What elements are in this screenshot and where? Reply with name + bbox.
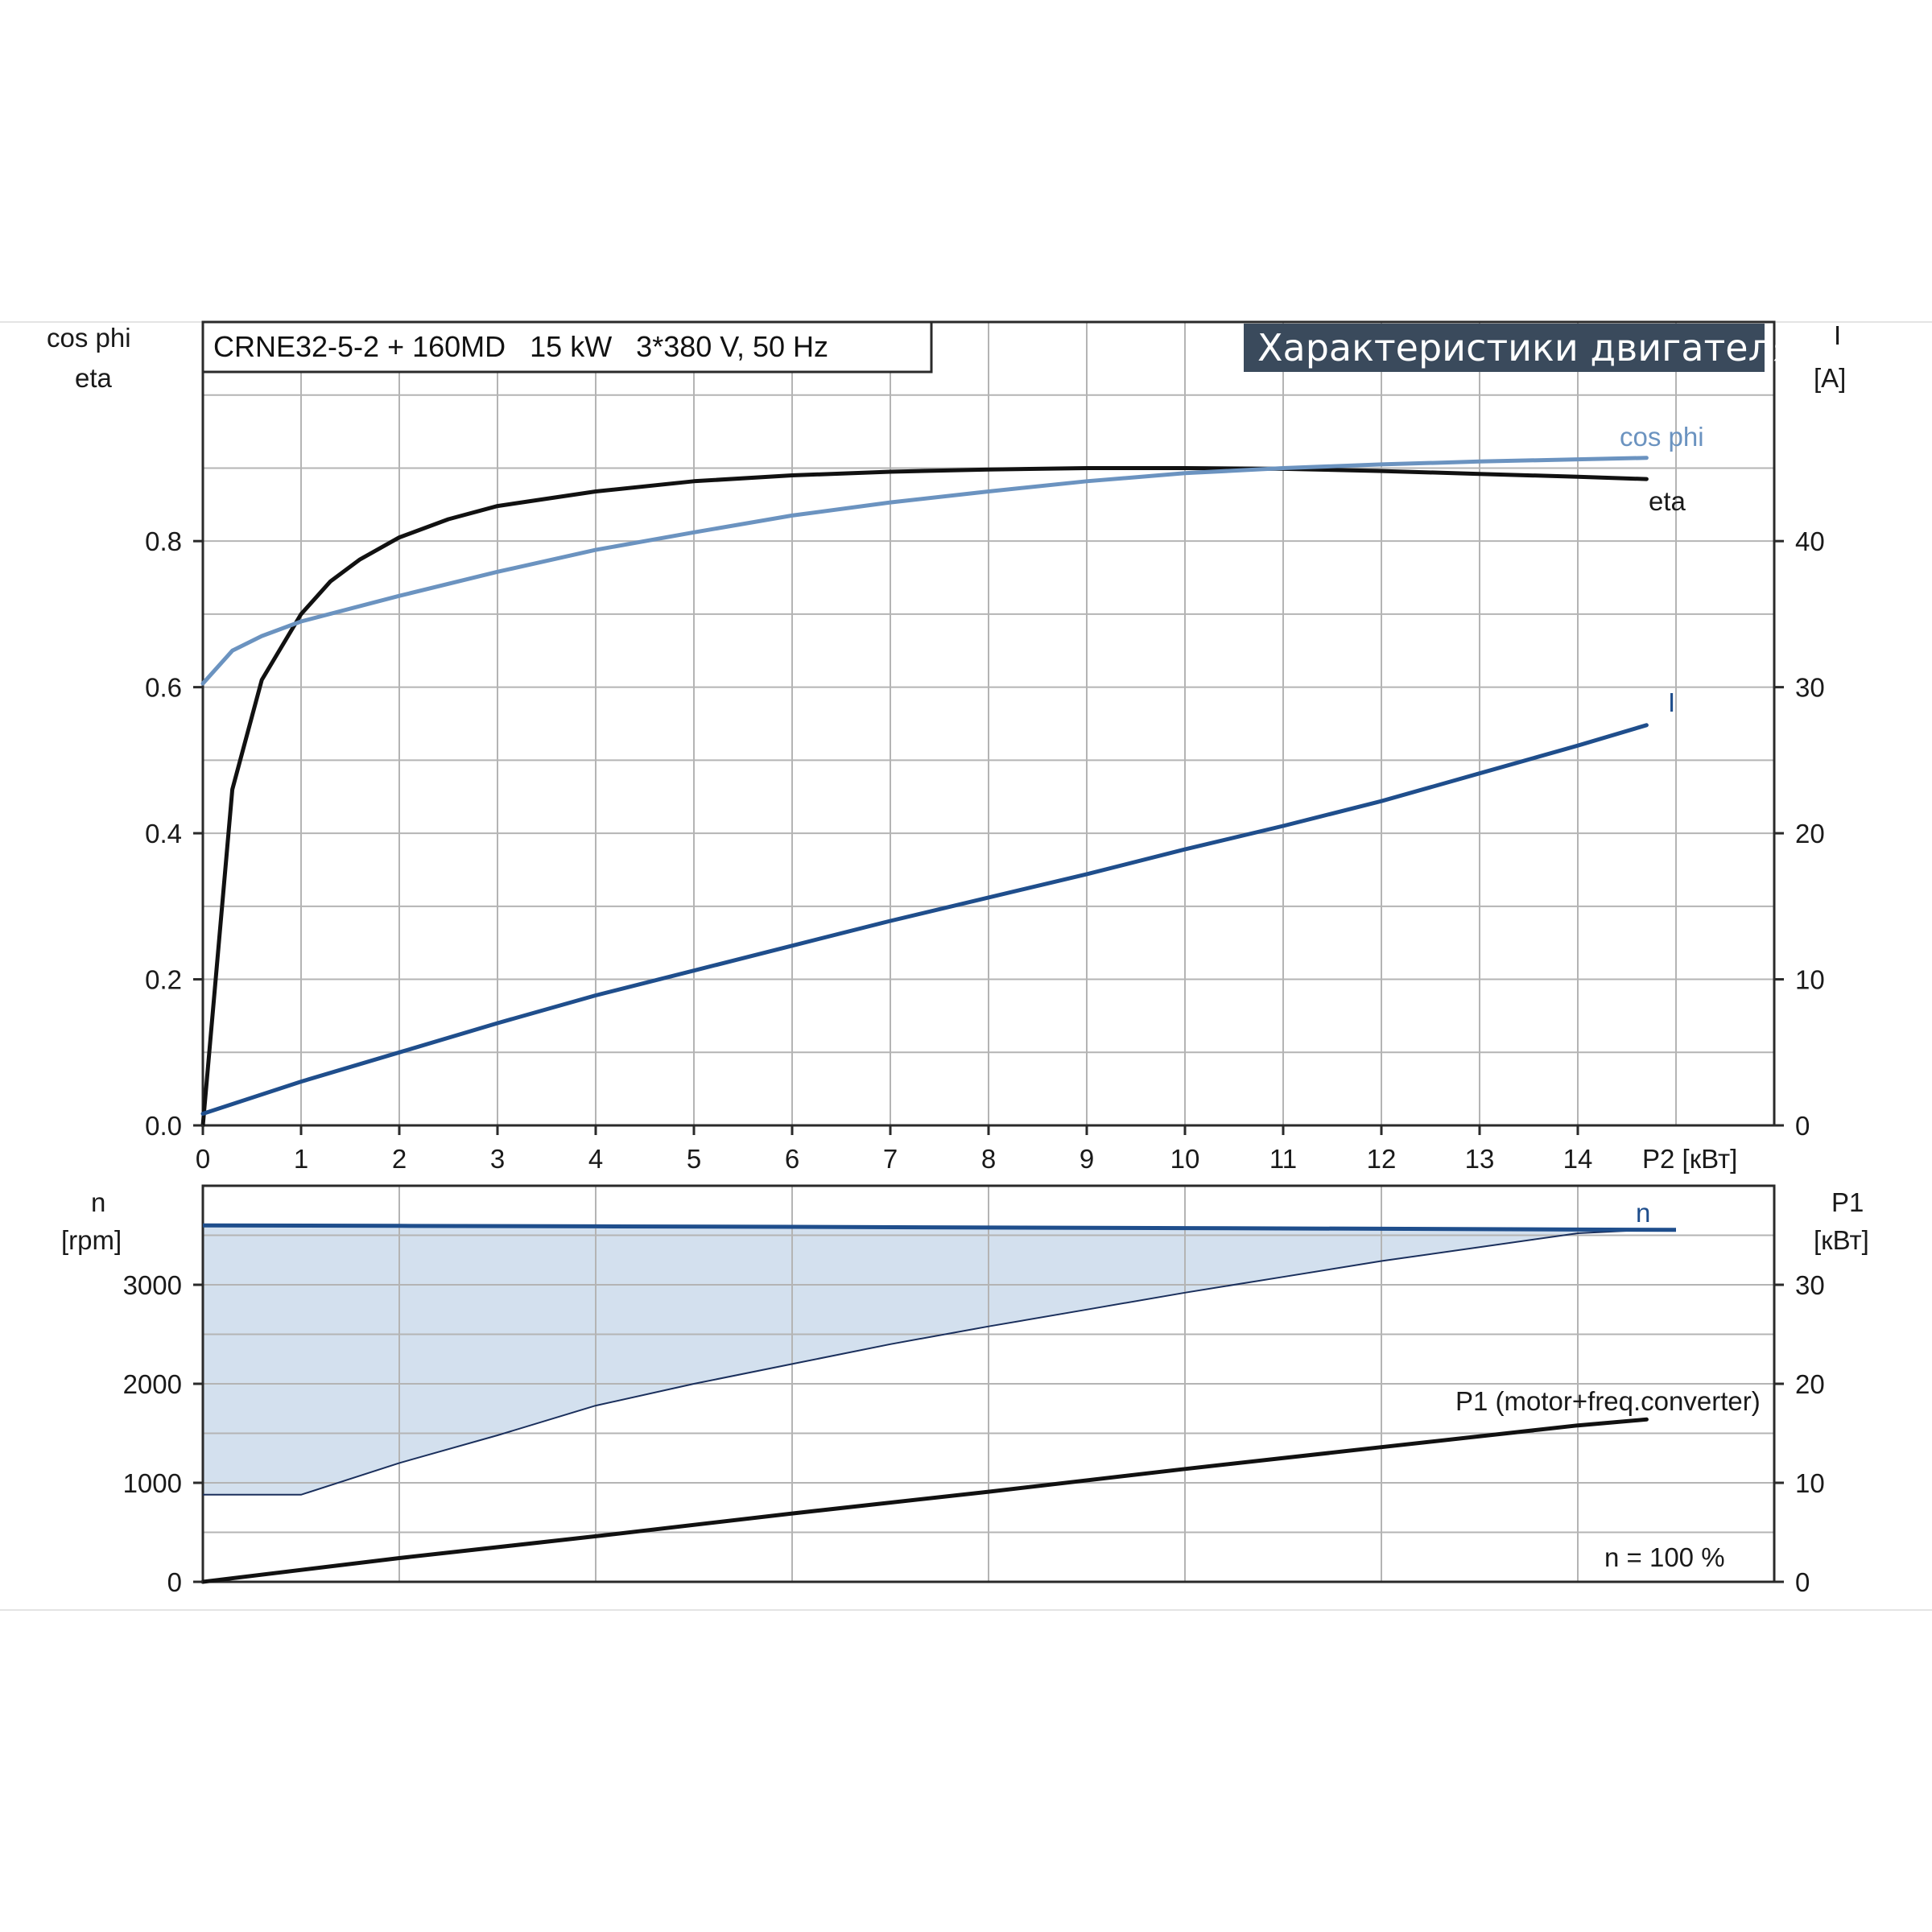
x-tick-label: 8 [981, 1144, 996, 1174]
eta-series-label: eta [1649, 486, 1686, 516]
x-tick-label: 0 [196, 1144, 210, 1174]
y-left-label-cosphi: cos phi [47, 323, 131, 353]
x-tick-label: 11 [1269, 1144, 1297, 1174]
model-box [201, 320, 933, 374]
y-left-tick-label: 0.6 [145, 673, 182, 703]
y-left-tick-label: 0.0 [145, 1111, 182, 1141]
x-tick-label: 7 [883, 1144, 898, 1174]
x-tick-label: 9 [1080, 1144, 1094, 1174]
n-tick-label: 2000 [123, 1369, 182, 1399]
x-tick-label: 4 [588, 1144, 603, 1174]
x-tick-label: 6 [785, 1144, 799, 1174]
x-tick-label: 2 [392, 1144, 407, 1174]
model-label: CRNE32-5-2 + 160MD 15 kW 3*380 V, 50 Hz [213, 330, 828, 363]
series-line-i [200, 723, 1649, 1116]
bottom-panel-grid [203, 1186, 1774, 1582]
tick-labels: 0 1 2 3 4 5 6 7 8 9 10 11 12 13 140.00.20.40.60.801020… [123, 526, 1825, 1597]
y-left-tick-label: 0.2 [145, 965, 182, 995]
chart-title: Характеристики двигателя [1257, 326, 1794, 369]
cosphi-series-label: cos phi [1620, 422, 1704, 452]
y-left-label-eta: eta [75, 363, 113, 393]
x-tick-label: 1 [294, 1144, 308, 1174]
y-right-label-kw: [кВт] [1814, 1225, 1869, 1255]
n-tick-label: 3000 [123, 1270, 182, 1300]
series-layer [200, 456, 1677, 1584]
p1-series-label: P1 (motor+freq.converter) [1455, 1386, 1761, 1416]
series-line-n [202, 1223, 1677, 1232]
current-series-label: I [1668, 687, 1675, 717]
series-line-eta [200, 466, 1649, 1128]
y-right-tick-label: 20 [1795, 819, 1825, 848]
p1-tick-label: 20 [1795, 1369, 1825, 1399]
y-right-label-i: I [1834, 320, 1841, 350]
n-tick-label: 1000 [123, 1468, 182, 1498]
title-badge [1244, 324, 1765, 372]
y-right-label-a: [A] [1814, 363, 1846, 393]
speed-percent-note: n = 100 % [1604, 1542, 1725, 1572]
x-tick-label: 5 [687, 1144, 701, 1174]
y-left-label-rpm: [rpm] [61, 1225, 122, 1255]
p1-tick-label: 0 [1795, 1567, 1810, 1597]
n-tick-label: 0 [167, 1567, 182, 1597]
x-tick-label: 14 [1563, 1144, 1593, 1174]
y-right-tick-label: 40 [1795, 526, 1825, 556]
y-right-tick-label: 10 [1795, 965, 1825, 995]
y-left-tick-label: 0.4 [145, 819, 182, 848]
speed-range-area [203, 1225, 1676, 1495]
x-tick-label: 13 [1465, 1144, 1495, 1174]
y-left-tick-label: 0.8 [145, 526, 182, 556]
x-tick-label: 3 [490, 1144, 505, 1174]
y-right-tick-label: 30 [1795, 673, 1825, 703]
x-label-p2: P2 [кВт] [1642, 1144, 1737, 1174]
y-right-label-p1: P1 [1831, 1187, 1864, 1217]
x-tick-label: 12 [1367, 1144, 1397, 1174]
y-right-tick-label: 0 [1795, 1111, 1810, 1141]
x-tick-label: 10 [1170, 1144, 1200, 1174]
p1-tick-label: 10 [1795, 1468, 1825, 1498]
series-line-p1 [200, 1417, 1649, 1584]
speed-series-label: n [1636, 1198, 1650, 1228]
p1-tick-label: 30 [1795, 1270, 1825, 1300]
y-left-label-n: n [91, 1187, 105, 1217]
top-panel-grid [203, 322, 1774, 1125]
series-line-cos-phi [200, 456, 1649, 686]
series-line-n-min [203, 1228, 1647, 1496]
